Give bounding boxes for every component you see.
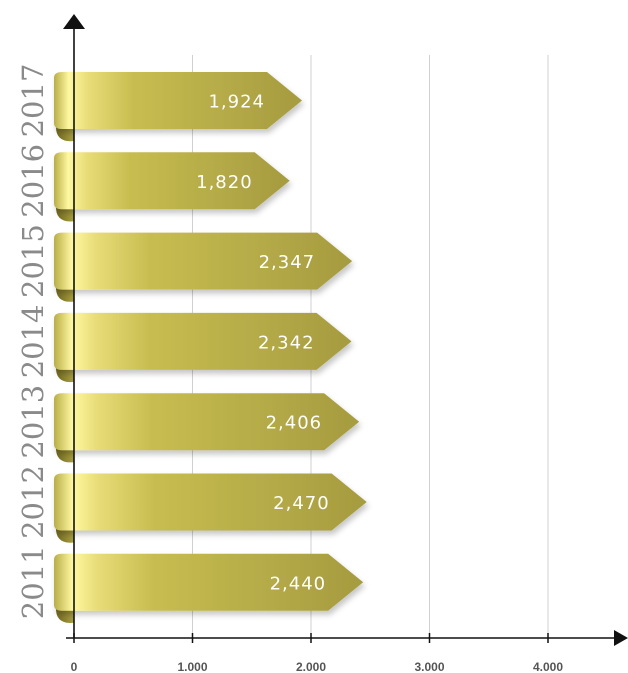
- bar-fold: [55, 446, 74, 463]
- bar: [54, 393, 360, 451]
- value-label: 1,924: [208, 92, 265, 113]
- value-label: 1,820: [196, 172, 253, 193]
- bars: 1,924 2017 1,820 2016 2,347 2015 2,342 2014 2,40…: [16, 64, 367, 623]
- bar-row: 2,347 2015: [16, 224, 353, 302]
- bar-row: 2,470 2012: [16, 465, 367, 543]
- value-label: 2,342: [258, 332, 315, 353]
- bar: [54, 232, 353, 290]
- x-tick-label: 4.000: [533, 660, 563, 673]
- bar: [54, 473, 367, 531]
- bar-fold: [55, 125, 74, 142]
- bar: [54, 312, 352, 370]
- x-axis-arrow: [614, 630, 628, 646]
- category-label: 2016: [16, 144, 50, 218]
- x-tick-label: 0: [71, 660, 78, 673]
- category-label: 2012: [16, 465, 50, 539]
- x-tick-label: 2.000: [296, 660, 326, 673]
- x-tick-label: 1.000: [177, 660, 207, 673]
- bar-row: 1,924 2017: [16, 64, 302, 142]
- bar: [54, 553, 364, 611]
- bar-fold: [55, 205, 74, 222]
- value-label: 2,406: [266, 413, 323, 434]
- y-axis-arrow: [63, 14, 85, 29]
- x-tick-label: 3.000: [414, 660, 444, 673]
- category-label: 2015: [16, 224, 50, 298]
- bar-fold: [55, 285, 74, 302]
- axes: 0 1.000 2.000 3.000 4.000: [63, 14, 628, 673]
- bar-row: 1,820 2016: [16, 144, 290, 222]
- bar: [54, 72, 302, 129]
- bar-row: 2,406 2013: [16, 385, 360, 463]
- bar-fold: [55, 365, 74, 383]
- bar-fold: [55, 526, 74, 543]
- bar: [54, 152, 290, 210]
- category-label: 2013: [16, 385, 50, 459]
- bar-row: 2,342 2014: [16, 304, 352, 383]
- category-label: 2017: [16, 64, 50, 138]
- value-label: 2,347: [259, 252, 316, 273]
- category-label: 2011: [16, 545, 50, 619]
- bar-row: 2,440 2011: [16, 545, 364, 623]
- bar-fold: [55, 606, 74, 623]
- category-label: 2014: [16, 304, 50, 378]
- value-label: 2,470: [273, 493, 330, 514]
- value-label: 2,440: [270, 573, 327, 594]
